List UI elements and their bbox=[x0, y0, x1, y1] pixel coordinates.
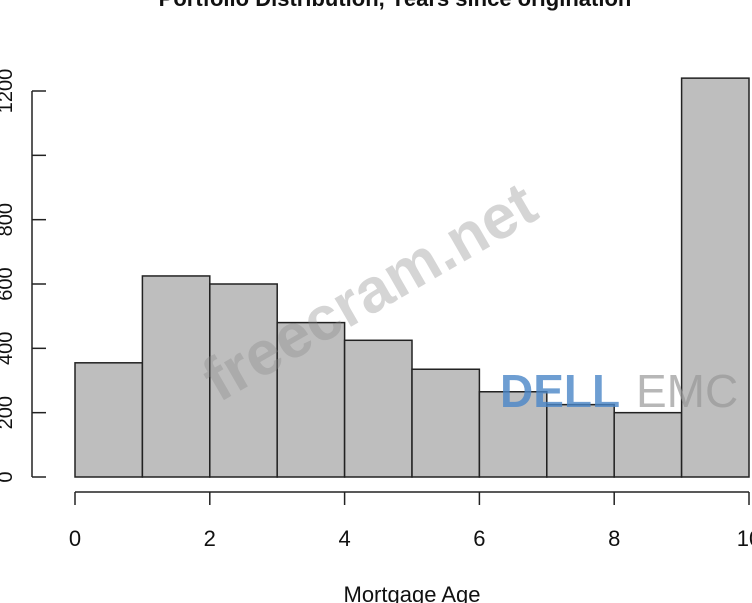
bar bbox=[141, 275, 211, 478]
bar bbox=[613, 411, 683, 478]
x-tick-label: 10 bbox=[737, 526, 752, 551]
y-tick-label: 600 bbox=[0, 267, 17, 300]
y-tick-label: 200 bbox=[0, 396, 17, 429]
bar bbox=[478, 391, 548, 478]
watermark: EMC bbox=[636, 365, 738, 417]
bar bbox=[209, 283, 278, 478]
bar bbox=[74, 362, 144, 478]
bar bbox=[411, 368, 481, 478]
x-tick-label: 8 bbox=[608, 526, 620, 551]
y-tick-label: 800 bbox=[0, 203, 17, 236]
x-tick-label: 2 bbox=[204, 526, 216, 551]
x-axis-label: Mortgage Age bbox=[344, 582, 481, 603]
x-tick-label: 0 bbox=[69, 526, 81, 551]
x-tick-label: 6 bbox=[473, 526, 485, 551]
x-tick-label: 4 bbox=[338, 526, 350, 551]
bar bbox=[276, 321, 346, 478]
y-tick-label: 1200 bbox=[0, 69, 17, 114]
chart-title: Portfolio Distribution, Years since orig… bbox=[159, 0, 632, 11]
watermark: DELL bbox=[500, 365, 620, 417]
y-tick-label: 400 bbox=[0, 332, 17, 365]
bar bbox=[343, 339, 413, 478]
bar bbox=[680, 77, 750, 478]
y-tick-label: 0 bbox=[0, 471, 17, 482]
